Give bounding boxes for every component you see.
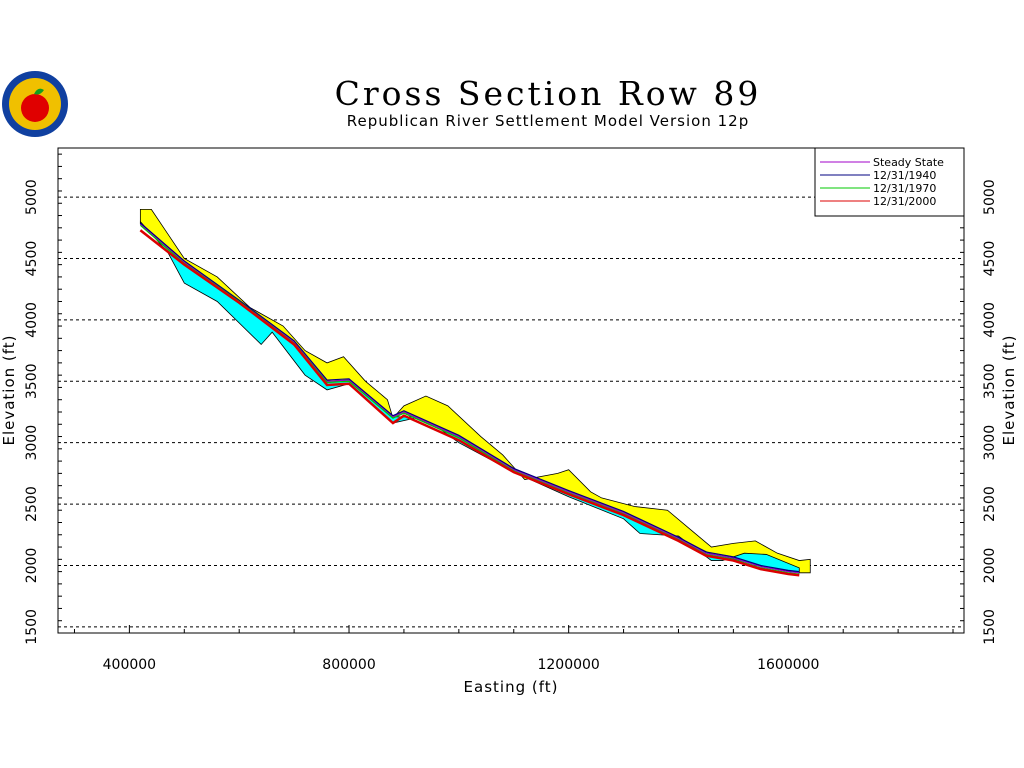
x-axis-label: Easting (ft) bbox=[464, 678, 559, 696]
fills bbox=[139, 208, 811, 574]
y-tick-label: 3500 bbox=[24, 363, 40, 399]
x-tick-label: 800000 bbox=[322, 657, 375, 673]
y-axis-left-ticks: 1500 2000 2500 3000 3500 4000 4500 5000 bbox=[24, 153, 62, 645]
legend-box bbox=[814, 147, 965, 217]
y-tick-label: 2000 bbox=[24, 548, 40, 584]
apple-icon bbox=[21, 94, 49, 122]
legend: Steady State 12/31/1940 12/31/1970 12/31… bbox=[814, 147, 965, 217]
x-axis-ticks: 400000 800000 1200000 1600000 bbox=[73, 625, 954, 673]
series-line-2 bbox=[139, 224, 800, 575]
aquifer-fill bbox=[139, 220, 800, 574]
chart-subtitle: Republican River Settlement Model Versio… bbox=[347, 112, 749, 130]
y-axis-label-left: Elevation (ft) bbox=[0, 334, 18, 445]
y-tick-label: 2500 bbox=[24, 486, 40, 522]
y-tick-label: 5000 bbox=[982, 179, 998, 215]
logo bbox=[2, 71, 68, 137]
chart-title: Cross Section Row 89 bbox=[335, 74, 762, 113]
y-tick-label: 1500 bbox=[24, 609, 40, 645]
series-lines bbox=[139, 222, 800, 577]
y-axis-label-right: Elevation (ft) bbox=[1000, 334, 1018, 445]
y-tick-label: 1500 bbox=[982, 609, 998, 645]
x-tick-label: 1600000 bbox=[757, 657, 819, 673]
y-tick-label: 3000 bbox=[24, 425, 40, 461]
x-tick-label: 1200000 bbox=[537, 657, 599, 673]
y-tick-label: 2500 bbox=[982, 486, 998, 522]
legend-label-1970: 12/31/1970 bbox=[873, 182, 936, 195]
legend-label-1940: 12/31/1940 bbox=[873, 169, 936, 182]
legend-label-steady-state: Steady State bbox=[873, 156, 944, 169]
series-line-0 bbox=[139, 223, 800, 574]
grid bbox=[58, 196, 964, 628]
x-tick-label: 400000 bbox=[103, 657, 156, 673]
legend-label-2000: 12/31/2000 bbox=[873, 195, 936, 208]
y-tick-label: 3000 bbox=[982, 425, 998, 461]
y-tick-label: 3500 bbox=[982, 363, 998, 399]
y-tick-label: 4500 bbox=[24, 241, 40, 277]
leaf-icon bbox=[34, 88, 44, 95]
y-tick-label: 4500 bbox=[982, 241, 998, 277]
y-tick-label: 2000 bbox=[982, 548, 998, 584]
y-tick-label: 4000 bbox=[24, 302, 40, 338]
series-line-3 bbox=[139, 229, 800, 577]
series-line-1 bbox=[139, 222, 800, 573]
y-tick-label: 4000 bbox=[982, 302, 998, 338]
land-surface-fill bbox=[139, 208, 811, 574]
y-axis-right-ticks: 1500 2000 2500 3000 3500 4000 4500 5000 bbox=[960, 153, 998, 645]
y-tick-label: 5000 bbox=[24, 179, 40, 215]
plot-frame bbox=[57, 147, 965, 634]
